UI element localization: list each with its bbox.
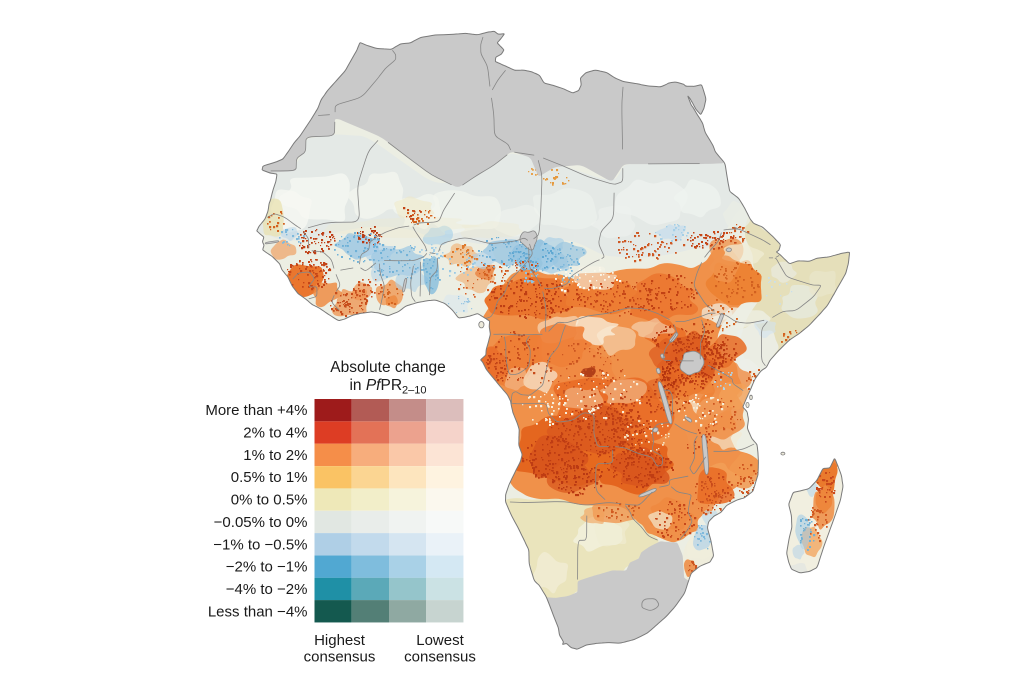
svg-text:1% to 2%: 1% to 2%: [243, 447, 307, 464]
svg-text:Highest: Highest: [314, 632, 366, 649]
svg-text:consensus: consensus: [304, 649, 376, 666]
svg-text:−0.05% to 0%: −0.05% to 0%: [214, 514, 308, 531]
svg-text:0% to 0.5%: 0% to 0.5%: [231, 492, 308, 509]
svg-text:−2% to −1%: −2% to −1%: [226, 559, 308, 576]
svg-text:−4% to −2%: −4% to −2%: [226, 581, 308, 598]
svg-text:Lowest: Lowest: [416, 632, 464, 649]
svg-text:consensus: consensus: [404, 649, 476, 666]
svg-text:More than +4%: More than +4%: [205, 402, 307, 419]
svg-text:0.5% to 1%: 0.5% to 1%: [231, 469, 308, 486]
svg-text:Absolute change: Absolute change: [330, 359, 445, 376]
svg-text:2% to 4%: 2% to 4%: [243, 425, 307, 442]
svg-text:Less than −4%: Less than −4%: [208, 603, 308, 620]
svg-text:−1% to −0.5%: −1% to −0.5%: [213, 536, 307, 553]
